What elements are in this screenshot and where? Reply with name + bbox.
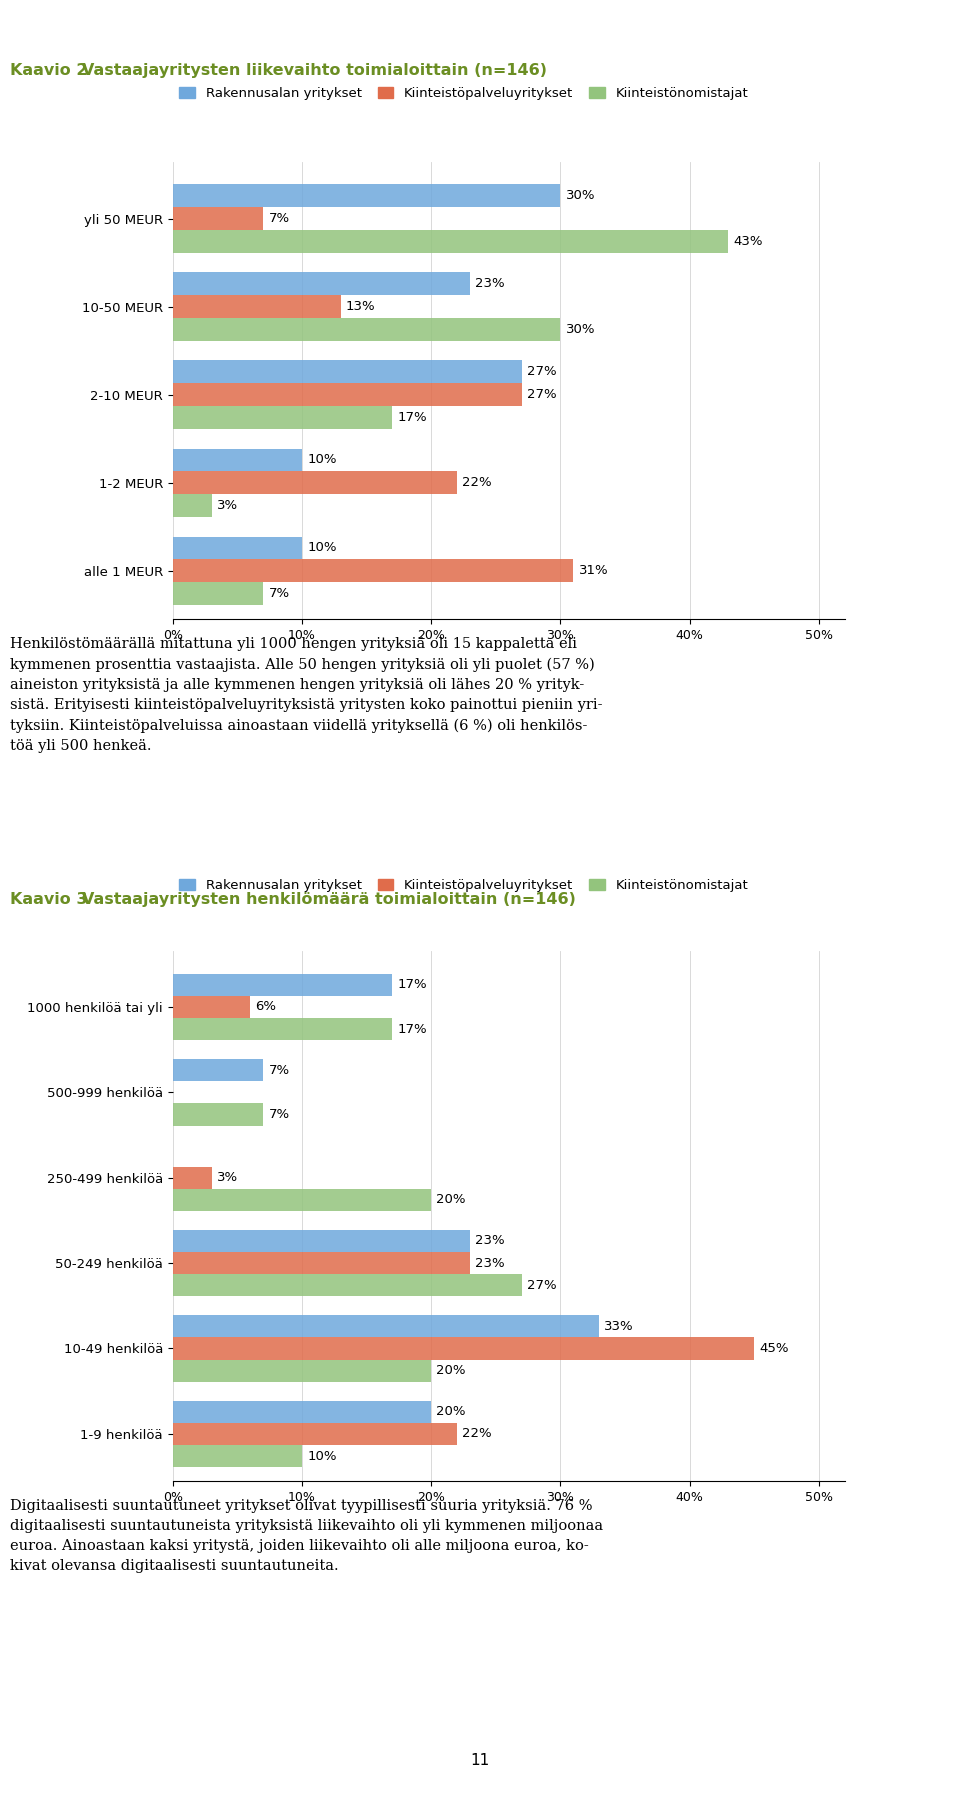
Bar bbox=[173, 582, 263, 605]
Text: Vastaajayritysten liikevaihto toimialoittain (n=146): Vastaajayritysten liikevaihto toimialoit… bbox=[82, 63, 546, 77]
Text: 30%: 30% bbox=[565, 323, 595, 336]
Bar bbox=[173, 384, 521, 406]
Bar bbox=[173, 318, 561, 341]
Bar bbox=[173, 1230, 470, 1251]
Bar bbox=[173, 1423, 457, 1445]
Text: 7%: 7% bbox=[269, 212, 290, 224]
Bar bbox=[173, 1059, 263, 1081]
Text: 17%: 17% bbox=[397, 1023, 427, 1036]
Text: 13%: 13% bbox=[346, 300, 375, 314]
Text: 20%: 20% bbox=[437, 1194, 466, 1206]
Text: 22%: 22% bbox=[463, 476, 492, 490]
Text: 27%: 27% bbox=[527, 1278, 557, 1292]
Bar bbox=[173, 494, 211, 517]
Bar bbox=[173, 1018, 393, 1039]
Bar bbox=[173, 537, 302, 560]
Text: 7%: 7% bbox=[269, 1064, 290, 1077]
Bar bbox=[173, 273, 470, 296]
Bar bbox=[173, 1445, 302, 1467]
Bar bbox=[173, 472, 457, 494]
Bar bbox=[173, 996, 251, 1018]
Text: 20%: 20% bbox=[437, 1364, 466, 1377]
Text: 17%: 17% bbox=[397, 411, 427, 424]
Text: Kaavio 2: Kaavio 2 bbox=[10, 63, 87, 77]
Bar bbox=[173, 206, 263, 230]
Text: 10%: 10% bbox=[307, 542, 337, 555]
Bar bbox=[173, 449, 302, 472]
Text: Henkilöstömäärällä mitattuna yli 1000 hengen yrityksiä oli 15 kappaletta eli
kym: Henkilöstömäärällä mitattuna yli 1000 he… bbox=[10, 637, 602, 752]
Text: 3%: 3% bbox=[217, 499, 238, 512]
Text: 3%: 3% bbox=[217, 1170, 238, 1185]
Text: 23%: 23% bbox=[475, 1256, 505, 1269]
Bar bbox=[173, 1400, 431, 1423]
Bar bbox=[173, 973, 393, 996]
Text: 10%: 10% bbox=[307, 454, 337, 467]
Bar bbox=[173, 185, 561, 206]
Text: 11: 11 bbox=[470, 1754, 490, 1768]
Bar bbox=[173, 406, 393, 429]
Bar bbox=[173, 361, 521, 384]
Text: 23%: 23% bbox=[475, 278, 505, 291]
Text: 30%: 30% bbox=[565, 190, 595, 203]
Text: Vastaajayritysten henkilömäärä toimialoittain (n=146): Vastaajayritysten henkilömäärä toimialoi… bbox=[82, 892, 575, 906]
Bar bbox=[173, 1316, 599, 1337]
Bar bbox=[173, 296, 341, 318]
Text: 6%: 6% bbox=[255, 1000, 276, 1014]
Bar bbox=[173, 560, 573, 582]
Text: 33%: 33% bbox=[605, 1319, 634, 1334]
Bar bbox=[173, 1188, 431, 1212]
Text: 45%: 45% bbox=[759, 1343, 789, 1355]
Legend: Rakennusalan yritykset, Kiinteistöpalveluyritykset, Kiinteistönomistajat: Rakennusalan yritykset, Kiinteistöpalvel… bbox=[180, 86, 748, 101]
Text: 43%: 43% bbox=[733, 235, 763, 248]
Text: 20%: 20% bbox=[437, 1405, 466, 1418]
Bar bbox=[173, 1104, 263, 1125]
Text: Digitaalisesti suuntautuneet yritykset olivat tyypillisesti suuria yrityksiä. 76: Digitaalisesti suuntautuneet yritykset o… bbox=[10, 1499, 603, 1572]
Text: 27%: 27% bbox=[527, 366, 557, 379]
Text: 7%: 7% bbox=[269, 587, 290, 600]
Text: 22%: 22% bbox=[463, 1427, 492, 1440]
Text: 7%: 7% bbox=[269, 1108, 290, 1122]
Bar bbox=[173, 1337, 755, 1359]
Bar bbox=[173, 230, 729, 253]
Text: 10%: 10% bbox=[307, 1450, 337, 1463]
Bar bbox=[173, 1167, 211, 1188]
Text: 27%: 27% bbox=[527, 388, 557, 402]
Text: 23%: 23% bbox=[475, 1235, 505, 1248]
Bar bbox=[173, 1251, 470, 1274]
Text: Kaavio 3: Kaavio 3 bbox=[10, 892, 87, 906]
Legend: Rakennusalan yritykset, Kiinteistöpalveluyritykset, Kiinteistönomistajat: Rakennusalan yritykset, Kiinteistöpalvel… bbox=[180, 880, 748, 892]
Bar bbox=[173, 1274, 521, 1296]
Bar bbox=[173, 1359, 431, 1382]
Text: 31%: 31% bbox=[579, 564, 609, 578]
Text: 17%: 17% bbox=[397, 978, 427, 991]
